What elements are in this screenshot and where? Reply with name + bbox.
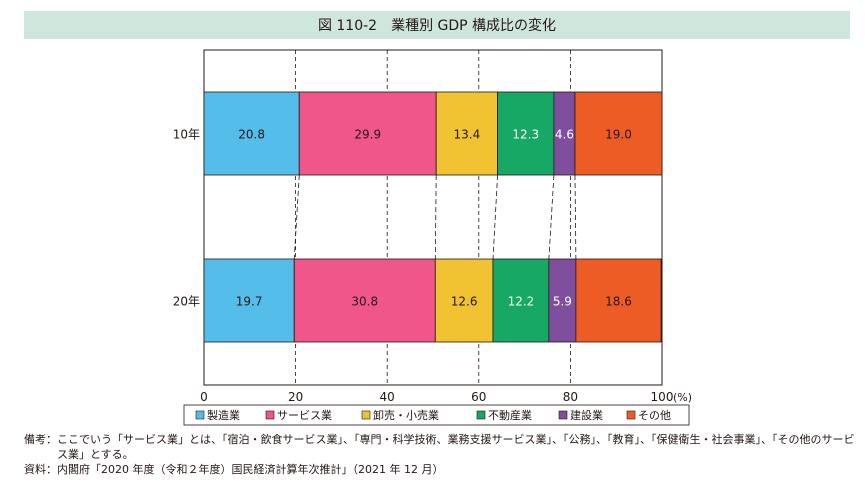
category-label-1: 20年 — [173, 295, 200, 309]
data-label-0-2: 13.4 — [454, 128, 481, 142]
legend-label-4: 建設業 — [570, 408, 603, 422]
note-remarks: 備考： ここでいう「サービス業」とは、「宿泊・飲食サービス業」、「専門・科学技術… — [24, 432, 858, 462]
x-tick-label-0: 0 — [200, 390, 208, 404]
legend-label-5: その他 — [638, 409, 671, 422]
data-label-1-4: 5.9 — [553, 295, 572, 309]
x-tick-label-60: 60 — [471, 390, 486, 404]
connector-line-4 — [548, 174, 555, 260]
connector-line-5 — [574, 174, 577, 260]
legend-label-0: 製造業 — [207, 408, 240, 422]
category-label-0: 10年 — [173, 128, 200, 142]
bar-segment-1-1 — [293, 258, 436, 343]
legend-label-3: 不動産業 — [488, 408, 532, 422]
connector-line-2 — [434, 174, 437, 260]
figure-title: 図 110-2 業種別 GDP 構成比の変化 — [317, 18, 557, 34]
bar-segment-0-0 — [203, 91, 300, 176]
data-label-1-3: 12.2 — [508, 295, 535, 309]
bar-segment-0-5 — [574, 91, 663, 176]
legend-box — [183, 404, 690, 426]
connector-line-3 — [492, 174, 498, 260]
bar-segment-1-3 — [492, 258, 550, 343]
data-label-0-1: 29.9 — [354, 128, 381, 142]
bar-segment-0-3 — [497, 91, 555, 176]
figure-notes: 備考： ここでいう「サービス業」とは、「宿泊・飲食サービス業」、「専門・科学技術… — [24, 432, 858, 477]
figure-title-bar: 図 110-2 業種別 GDP 構成比の変化 — [24, 11, 850, 39]
legend-swatch-5 — [626, 410, 636, 420]
legend-swatch-2 — [361, 410, 371, 420]
data-label-0-4: 4.6 — [555, 128, 574, 142]
data-label-1-5: 18.6 — [605, 295, 632, 309]
data-label-1-2: 12.6 — [451, 295, 478, 309]
data-label-0-3: 12.3 — [512, 128, 539, 142]
bar-segment-0-1 — [298, 91, 437, 176]
x-tick-label-80: 80 — [563, 390, 578, 404]
note-remarks-text: ここでいう「サービス業」とは、「宿泊・飲食サービス業」、「専門・科学技術、業務支… — [57, 433, 855, 461]
legend-label-1: サービス業 — [277, 409, 332, 422]
note-source-text: 内閣府「2020 年度（令和２年度）国民経済計算年次推計」（2021 年 12 … — [57, 463, 444, 476]
data-label-1-1: 30.8 — [351, 295, 378, 309]
data-label-0-0: 20.8 — [238, 128, 265, 142]
bar-segment-1-2 — [434, 258, 494, 343]
x-tick-label-20: 20 — [288, 390, 303, 404]
legend-swatch-3 — [476, 410, 486, 420]
bar-segment-1-5 — [575, 258, 662, 343]
legend-swatch-1 — [265, 410, 275, 420]
x-tick-label-40: 40 — [380, 390, 395, 404]
legend-swatch-0 — [195, 410, 205, 420]
data-label-1-0: 19.7 — [236, 295, 263, 309]
x-axis-unit: (%) — [673, 391, 692, 404]
data-label-0-5: 19.0 — [605, 128, 632, 142]
legend-swatch-4 — [558, 410, 568, 420]
legend-label-2: 卸売・小売業 — [373, 408, 439, 422]
note-remarks-label: 備考： — [24, 433, 57, 446]
connector-line-1 — [293, 174, 300, 260]
x-tick-label-100: 100 — [651, 390, 674, 404]
note-source-label: 資料： — [24, 463, 57, 476]
stacked-bar-chart: 20.8 29.9 13.4 12.3 4.6 19.0 10年 19.7 30.8 12.6 12… — [173, 49, 692, 426]
note-source: 資料： 内閣府「2020 年度（令和２年度）国民経済計算年次推計」（2021 年… — [24, 462, 858, 477]
